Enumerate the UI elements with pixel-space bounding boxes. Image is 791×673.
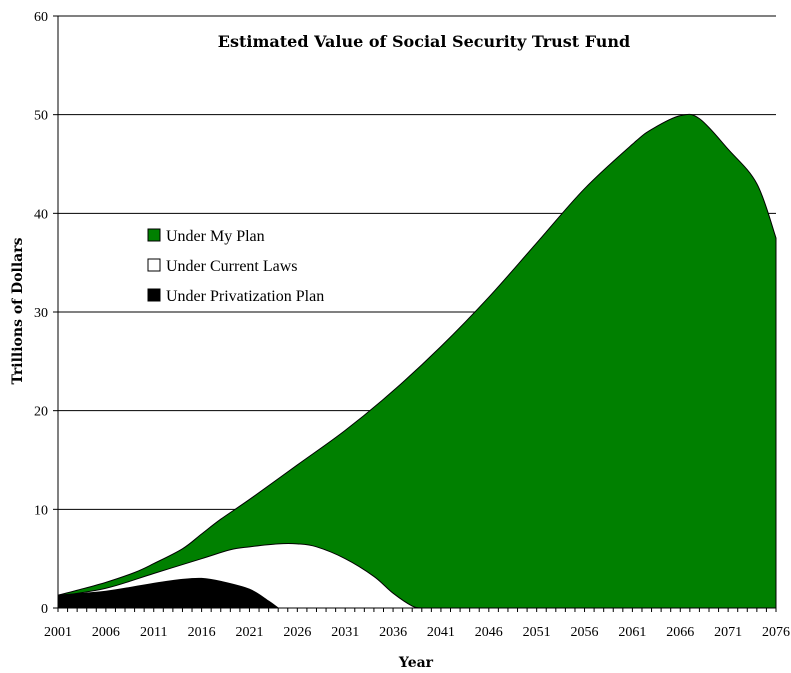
x-tick-label-2026: 2026	[283, 625, 311, 640]
x-tick-label-2031: 2031	[331, 625, 359, 640]
y-tick-label-10: 10	[34, 503, 48, 518]
x-tick-label-2011: 2011	[140, 625, 167, 640]
legend-swatch-privatization	[147, 288, 161, 302]
x-tick-label-2001: 2001	[44, 625, 72, 640]
x-tick-label-2046: 2046	[475, 625, 503, 640]
x-tick-label-2006: 2006	[92, 625, 120, 640]
area-series	[57, 113, 777, 609]
chart-title: Estimated Value of Social Security Trust…	[218, 32, 630, 51]
legend-swatch-my-plan	[147, 228, 161, 242]
legend-label-current-laws: Under Current Laws	[166, 258, 298, 275]
legend-label-my-plan: Under My Plan	[166, 228, 265, 245]
y-tick-label-30: 30	[34, 306, 48, 321]
x-tick-label-2076: 2076	[762, 625, 790, 640]
y-tick-label-60: 60	[34, 10, 48, 25]
area-privatization	[57, 577, 279, 609]
x-tick-label-2016: 2016	[188, 625, 216, 640]
x-tick-label-2021: 2021	[235, 625, 263, 640]
x-tick-label-2041: 2041	[427, 625, 455, 640]
x-tick-label-2061: 2061	[618, 625, 646, 640]
tick-labels: 0 10 20 30 40 50 60 2001 2006 2011 2016 2021 2026 203…	[34, 10, 790, 640]
x-axis-title: Year	[398, 655, 434, 671]
y-tick-label-50: 50	[34, 109, 48, 124]
y-tick-label-40: 40	[34, 207, 48, 222]
legend-item-privatization: Under Privatization Plan	[147, 288, 324, 305]
x-tick-label-2036: 2036	[379, 625, 407, 640]
legend-swatch-current-laws	[147, 258, 161, 272]
area-my-plan	[57, 113, 777, 609]
x-tick-label-2051: 2051	[523, 625, 551, 640]
y-tick-label-20: 20	[34, 405, 48, 420]
x-tick-label-2056: 2056	[571, 625, 599, 640]
legend-item-my-plan: Under My Plan	[147, 228, 265, 245]
x-tick-label-2071: 2071	[714, 625, 742, 640]
legend: Under My Plan Under Current Laws Under P…	[147, 228, 324, 305]
legend-label-privatization: Under Privatization Plan	[166, 288, 324, 305]
y-axis-title: Trillions of Dollars	[10, 237, 26, 384]
x-tick-label-2066: 2066	[666, 625, 694, 640]
y-tick-label-0: 0	[41, 602, 48, 617]
legend-item-current-laws: Under Current Laws	[147, 258, 298, 275]
